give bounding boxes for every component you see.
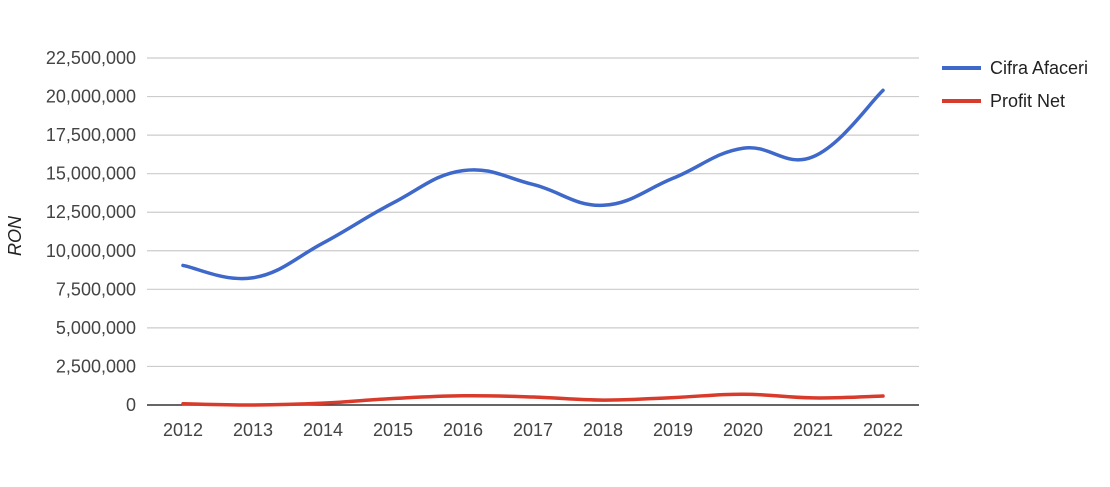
x-tick-label: 2020 bbox=[723, 420, 763, 440]
x-tick-label: 2018 bbox=[583, 420, 623, 440]
x-tick-label: 2022 bbox=[863, 420, 903, 440]
x-axis-ticks: 2012 2013 2014 2015 2016 2017 2018 2019 2020 2021… bbox=[163, 420, 903, 440]
y-tick-label: 22,500,000 bbox=[46, 48, 136, 68]
y-tick-label: 20,000,000 bbox=[46, 87, 136, 107]
y-axis-label: RON bbox=[5, 215, 25, 256]
x-tick-label: 2012 bbox=[163, 420, 203, 440]
series-line-profit-net bbox=[181, 392, 885, 407]
legend-label: Profit Net bbox=[990, 91, 1065, 111]
legend-label: Cifra Afaceri bbox=[990, 58, 1088, 78]
y-tick-label: 2,500,000 bbox=[56, 356, 136, 376]
legend: Cifra Afaceri Profit Net bbox=[942, 58, 1088, 111]
y-tick-label: 17,500,000 bbox=[46, 125, 136, 145]
y-tick-label: 0 bbox=[126, 395, 136, 415]
x-tick-label: 2016 bbox=[443, 420, 483, 440]
y-tick-label: 15,000,000 bbox=[46, 164, 136, 184]
y-tick-label: 5,000,000 bbox=[56, 318, 136, 338]
x-tick-label: 2019 bbox=[653, 420, 693, 440]
x-tick-label: 2013 bbox=[233, 420, 273, 440]
gridlines bbox=[147, 57, 919, 368]
x-tick-label: 2015 bbox=[373, 420, 413, 440]
y-tick-label: 10,000,000 bbox=[46, 241, 136, 261]
x-tick-label: 2014 bbox=[303, 420, 343, 440]
y-tick-label: 12,500,000 bbox=[46, 202, 136, 222]
series-line-cifra-afaceri bbox=[181, 88, 885, 281]
x-tick-label: 2021 bbox=[793, 420, 833, 440]
x-tick-label: 2017 bbox=[513, 420, 553, 440]
series-lines bbox=[181, 88, 885, 407]
y-axis-ticks: 0 2,500,000 5,000,000 7,500,000 10,000,000 12… bbox=[46, 48, 136, 415]
y-tick-label: 7,500,000 bbox=[56, 279, 136, 299]
